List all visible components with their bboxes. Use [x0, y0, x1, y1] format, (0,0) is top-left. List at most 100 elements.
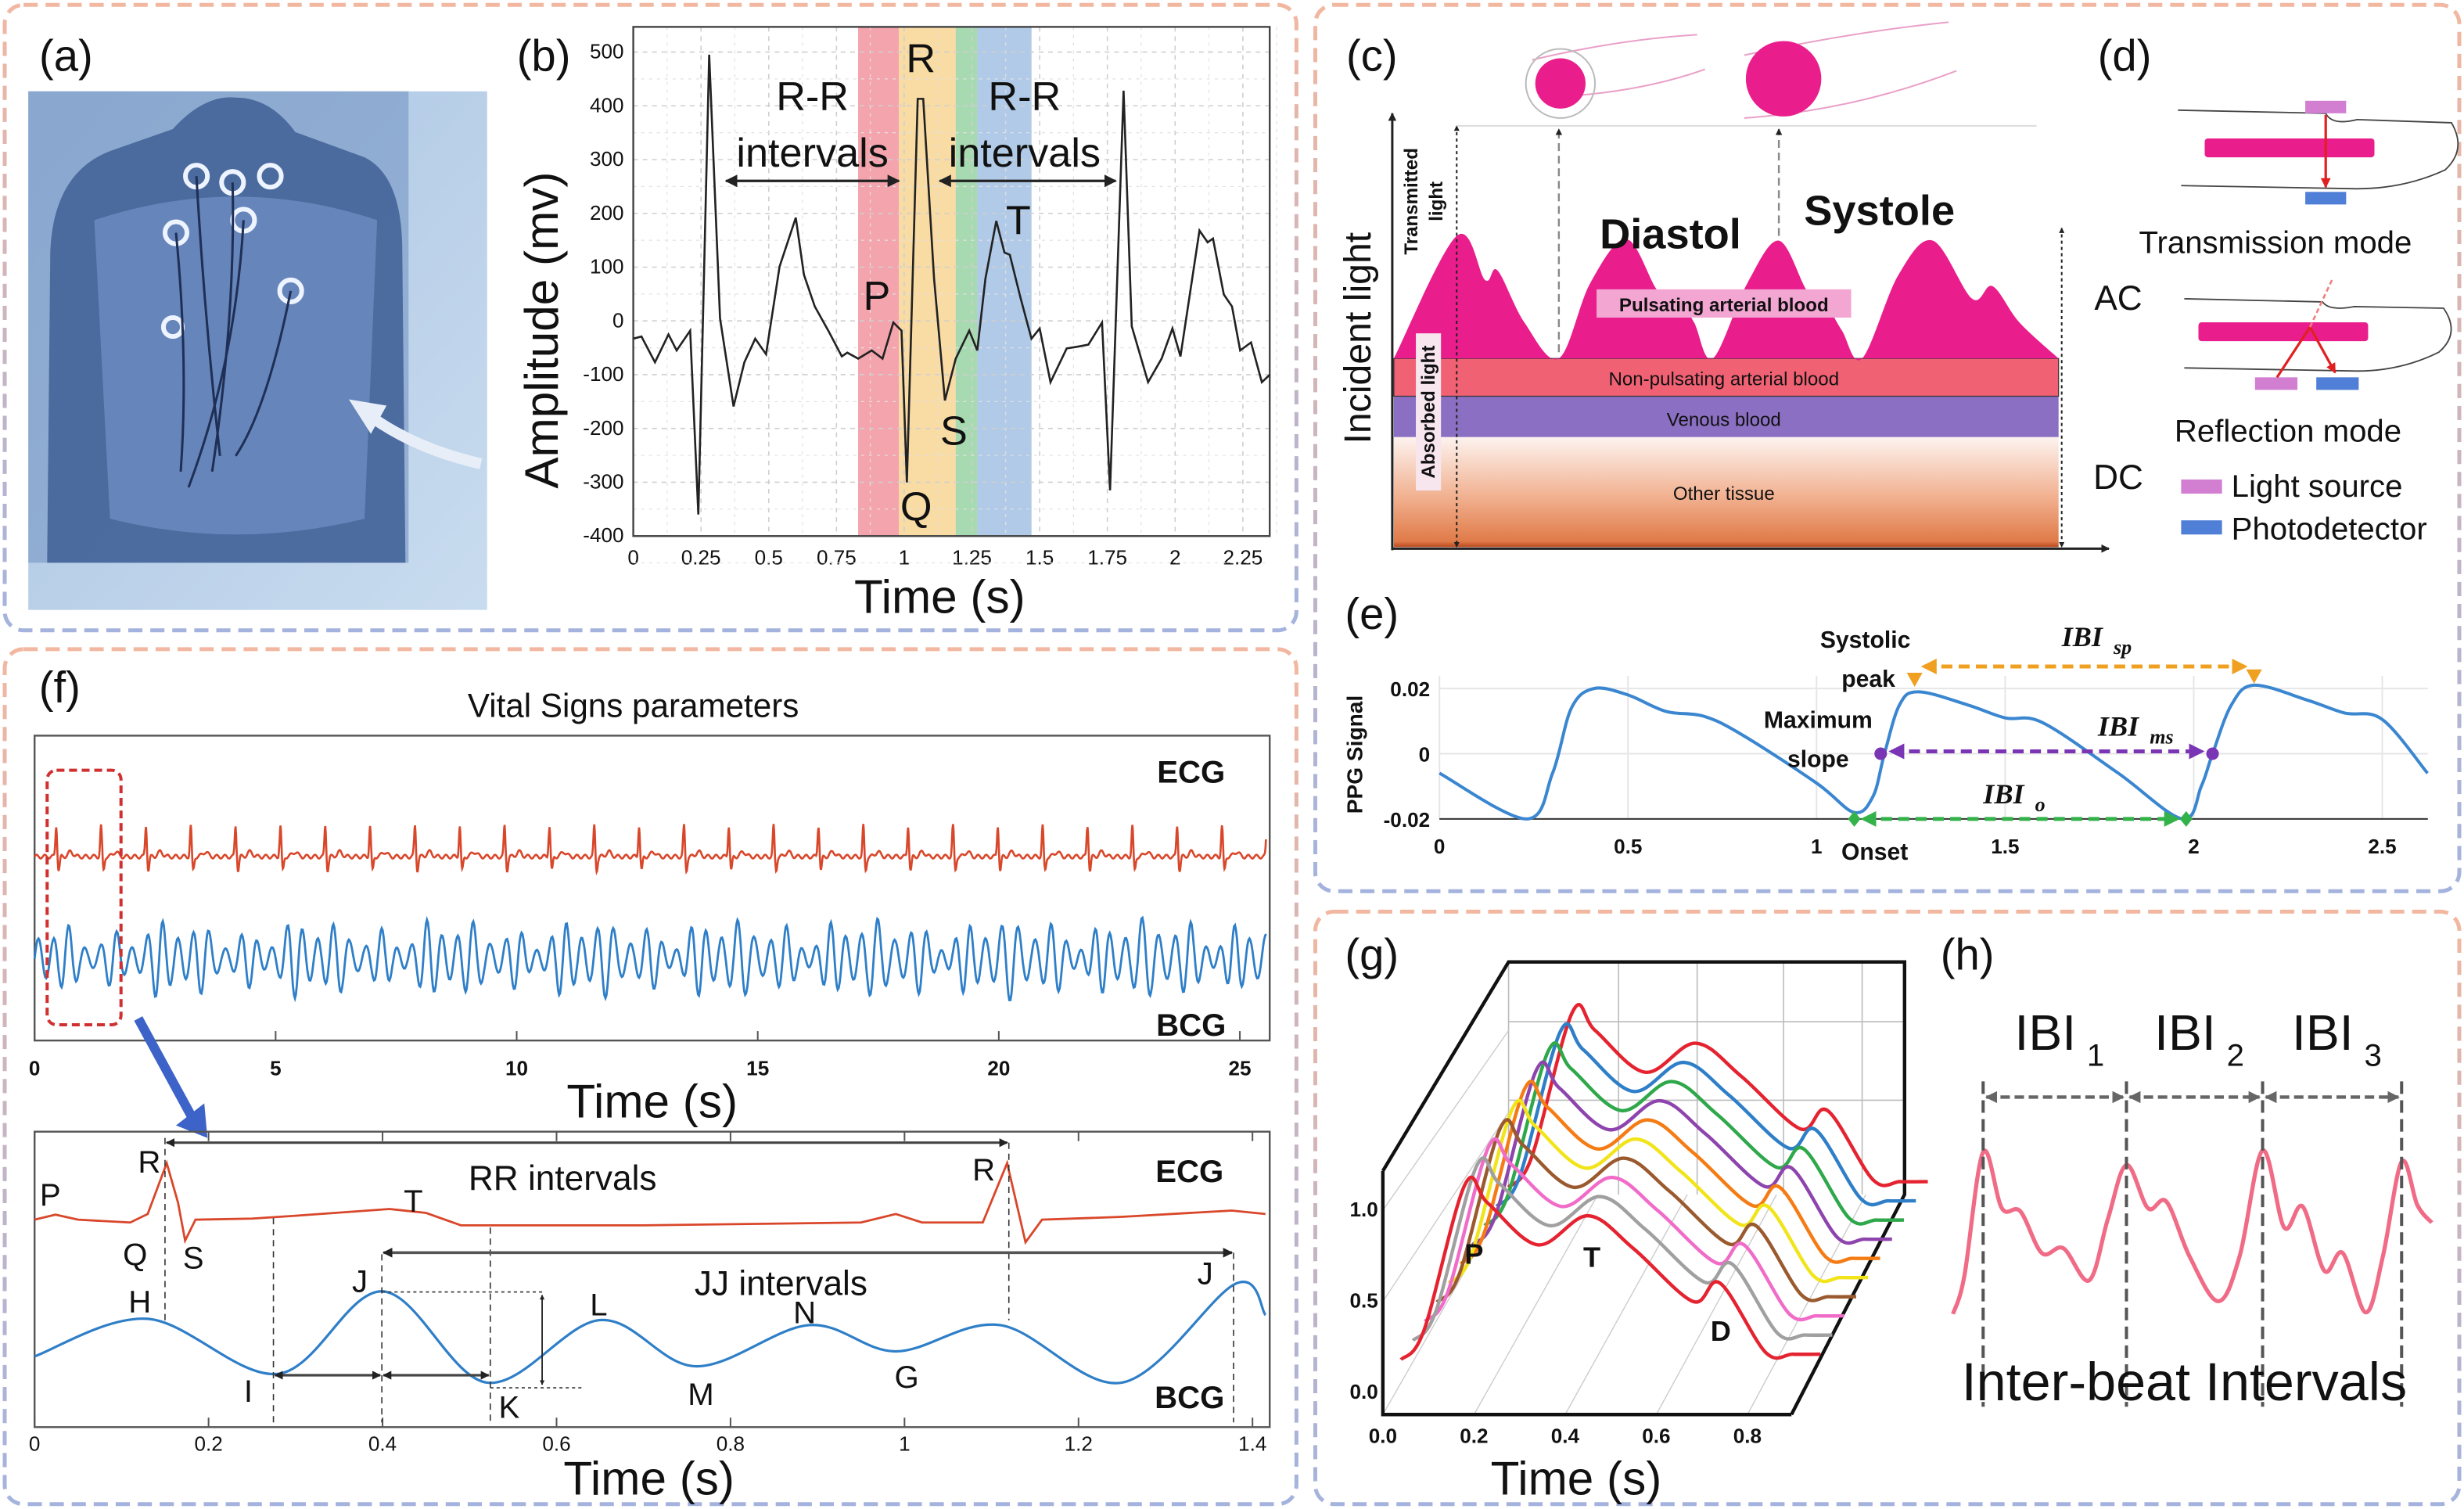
panel-label: (g) — [1345, 930, 1399, 979]
bcg-series-line — [34, 1281, 1267, 1385]
other-tissue-layer — [1393, 437, 2059, 548]
y-tick-label: 400 — [590, 93, 624, 117]
legend-light-source: Light source — [2232, 469, 2403, 504]
x-axis-label: Time (s) — [1491, 1452, 1662, 1505]
x-tick-label: 0.6 — [1642, 1424, 1670, 1447]
ecg-series-line — [633, 54, 1271, 515]
transmitted-light-label: Transmitted — [1401, 148, 1422, 255]
pulsating-label-bg — [1597, 289, 1852, 318]
y-axis-label: Amplitude (mv) — [515, 172, 568, 489]
onset-marker — [2179, 810, 2193, 827]
reflection-mode-label: Reflection mode — [2175, 414, 2401, 449]
x-tick-label: 1.5 — [1025, 545, 1054, 569]
vessel-systole-icon — [1745, 41, 1822, 117]
panel-d-ppg-modes: Transmission mode Reflection mode Light so… — [2139, 100, 2459, 546]
x-tick-label: 0.5 — [1614, 835, 1642, 858]
x-tick-label: 10 — [505, 1056, 528, 1080]
legend-swatch-light-source — [2181, 479, 2222, 494]
onset-label: Onset — [1841, 839, 1908, 865]
ecg-wave-label: P — [40, 1177, 61, 1213]
bcg-wave-label: G — [895, 1360, 919, 1395]
q-wave-label: Q — [900, 484, 932, 530]
y-tick-label: -400 — [583, 523, 623, 547]
x-tick-label: 0.8 — [1733, 1424, 1762, 1447]
ibi-sp-label: IBI — [2061, 621, 2104, 652]
x-tick-label: 0.0 — [1369, 1424, 1397, 1447]
ibi-o-label: IBI — [1982, 778, 2025, 810]
waterfall-series-line — [1423, 1137, 1844, 1323]
x-tick-label: 1 — [899, 545, 911, 569]
y-tick-label: 0.0 — [1350, 1380, 1378, 1403]
r-wave-label: R — [906, 37, 936, 82]
systolic-label: Systolic — [1820, 627, 1911, 653]
ibi-label: IBI — [2015, 1004, 2077, 1061]
finger-outline — [2178, 109, 2459, 190]
panel-label: (e) — [1345, 589, 1399, 638]
x-axis-label: Time (s) — [563, 1452, 735, 1505]
max-slope-marker — [1874, 747, 1888, 760]
waterfall-series-line — [1411, 1156, 1833, 1342]
ibi-ms-label-subscript: ms — [2150, 725, 2173, 748]
x-tick-label: 1.5 — [1991, 835, 2019, 858]
other-tissue-label: Other tissue — [1673, 483, 1775, 505]
x-tick-label: 1.2 — [1065, 1432, 1093, 1455]
jj-intervals-label: JJ intervals — [695, 1265, 867, 1303]
x-tick-label: 0.4 — [368, 1432, 397, 1455]
photodetector-icon — [2305, 192, 2347, 205]
bcg-legend-label: BCG — [1155, 1380, 1224, 1415]
non-pulsating-layer — [1393, 357, 2060, 397]
grid-line — [1382, 1029, 1510, 1211]
ecg-wave-label: T — [404, 1184, 423, 1219]
transmission-mode-label: Transmission mode — [2139, 225, 2412, 260]
waterfall-series-line — [1399, 1175, 1821, 1361]
ibi-ms-label: IBI — [2097, 710, 2140, 742]
x-axis-label: Time (s) — [854, 570, 1025, 623]
venous-blood-layer — [1393, 396, 2059, 437]
panel-frame-cde — [1313, 2, 2462, 893]
x-tick-label: 0 — [1434, 835, 1446, 858]
x-tick-label: 2 — [2188, 835, 2200, 858]
zoom-arrow — [134, 1016, 201, 1128]
peak-label: peak — [1841, 666, 1895, 692]
light-source-icon — [2254, 377, 2298, 390]
x-tick-label: 1 — [899, 1432, 911, 1455]
box-axes — [1381, 1170, 1792, 1417]
panel-label: (a) — [39, 31, 93, 81]
scattered-light-arrow — [2308, 279, 2333, 328]
ecg-wave-label: S — [183, 1240, 204, 1275]
panel-label: (c) — [1346, 31, 1398, 81]
x-tick-label: 1.4 — [1238, 1432, 1266, 1455]
ibi-subscript: 2 — [2227, 1037, 2244, 1072]
bottom-plot-frame — [33, 1130, 1271, 1428]
x-tick-label: 1 — [1811, 835, 1823, 858]
box-outline — [1381, 960, 1907, 1416]
x-tick-label: 0.6 — [542, 1432, 570, 1455]
top-plot-frame — [33, 735, 1271, 1042]
plot-frame — [632, 26, 1271, 537]
y-tick-label: 300 — [590, 147, 624, 171]
pulsating-blood-area — [1393, 233, 2059, 361]
x-tick-label: 0.2 — [1460, 1424, 1488, 1447]
p-wave-label: P — [864, 274, 891, 319]
p-label: P — [1464, 1238, 1483, 1270]
bcg-wave-label: N — [793, 1295, 816, 1331]
electrode-wires — [174, 176, 293, 488]
y-tick-label: -0.02 — [1384, 808, 1431, 832]
rr-label: R-R — [988, 74, 1061, 120]
waterfall-series-line — [1447, 1098, 1869, 1284]
absorbed-label-bg — [1416, 333, 1442, 490]
maximum-label: Maximum — [1764, 707, 1873, 733]
panel-label: (h) — [1941, 930, 1995, 979]
vessel-wall-icon — [1525, 48, 1597, 119]
y-tick-label: 0 — [612, 308, 624, 332]
panel-label: (d) — [2098, 31, 2152, 81]
y-tick-label: 0.02 — [1390, 677, 1430, 701]
incident-light-label: Incident light — [1337, 232, 1379, 444]
bcg-wave-label: J — [1198, 1256, 1213, 1292]
t-label: T — [1583, 1241, 1600, 1273]
t-wave-label: T — [1006, 199, 1031, 244]
waterfall-series-line — [1459, 1080, 1880, 1266]
x-tick-label: 0 — [29, 1056, 41, 1080]
transmitted-light-label: light — [1426, 181, 1447, 221]
